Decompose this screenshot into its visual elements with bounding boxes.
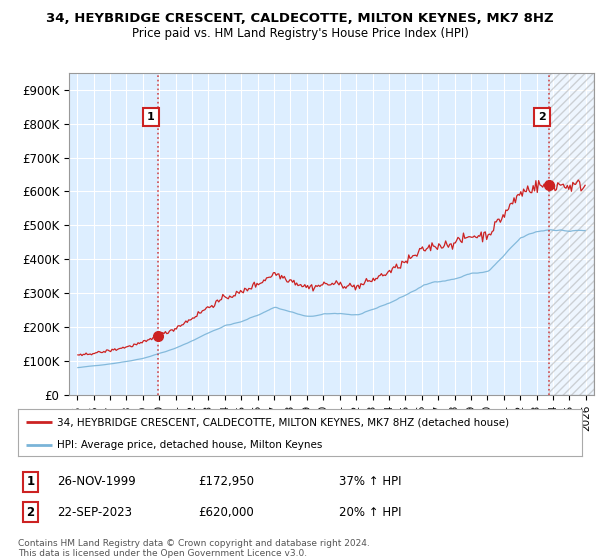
Text: £172,950: £172,950 [199,475,254,488]
Text: 2: 2 [26,506,34,519]
Bar [548,73,594,395]
Text: 37% ↑ HPI: 37% ↑ HPI [340,475,402,488]
Text: 2: 2 [538,112,546,122]
Text: 34, HEYBRIDGE CRESCENT, CALDECOTTE, MILTON KEYNES, MK7 8HZ: 34, HEYBRIDGE CRESCENT, CALDECOTTE, MILT… [46,12,554,25]
Text: 20% ↑ HPI: 20% ↑ HPI [340,506,402,519]
Text: HPI: Average price, detached house, Milton Keynes: HPI: Average price, detached house, Milt… [58,440,323,450]
Text: 1: 1 [147,112,155,122]
Text: 1: 1 [26,475,34,488]
Text: 26-NOV-1999: 26-NOV-1999 [58,475,136,488]
Text: 34, HEYBRIDGE CRESCENT, CALDECOTTE, MILTON KEYNES, MK7 8HZ (detached house): 34, HEYBRIDGE CRESCENT, CALDECOTTE, MILT… [58,417,509,427]
Text: Contains HM Land Registry data © Crown copyright and database right 2024.
This d: Contains HM Land Registry data © Crown c… [18,539,370,558]
Text: 22-SEP-2023: 22-SEP-2023 [58,506,133,519]
Text: £620,000: £620,000 [199,506,254,519]
Text: Price paid vs. HM Land Registry's House Price Index (HPI): Price paid vs. HM Land Registry's House … [131,27,469,40]
